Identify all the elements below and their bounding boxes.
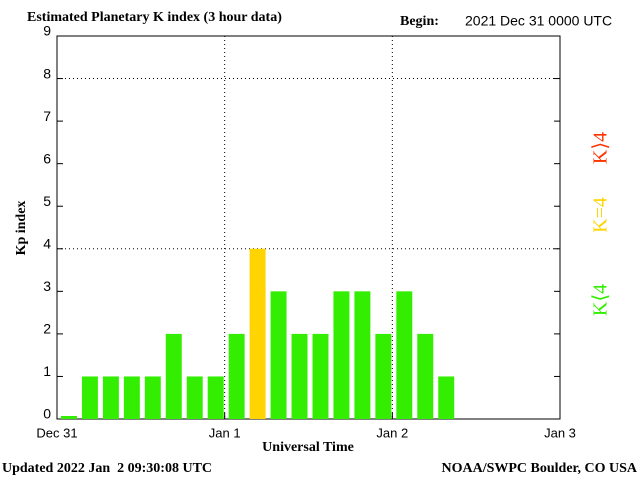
y-tick-label: 8 <box>43 65 51 81</box>
bar <box>417 333 434 419</box>
bar <box>396 291 413 419</box>
bar <box>375 333 392 419</box>
y-tick-label: 0 <box>43 406 51 422</box>
y-tick-label: 5 <box>43 193 51 209</box>
y-tick-label: 3 <box>43 278 51 294</box>
legend-entry: K⟩4 <box>590 132 612 164</box>
bar <box>61 416 77 419</box>
bar <box>249 248 266 419</box>
begin-label: Begin: <box>400 14 439 29</box>
bar <box>81 376 98 419</box>
x-axis-label: Universal Time <box>262 440 354 455</box>
bar <box>144 376 161 419</box>
y-tick-label: 9 <box>43 23 51 39</box>
bar <box>291 333 308 419</box>
x-tick-label: Dec 31 <box>36 425 77 440</box>
legend-entry: K⟨4 <box>590 284 612 316</box>
bar <box>228 333 245 419</box>
bar <box>354 291 371 419</box>
bar <box>333 291 350 419</box>
x-tick-label: Jan 2 <box>376 425 408 440</box>
bar <box>207 376 224 419</box>
bar <box>438 376 455 419</box>
y-tick-label: 7 <box>43 108 51 124</box>
bar <box>312 333 329 419</box>
x-tick-label: Jan 3 <box>544 425 576 440</box>
y-tick-label: 4 <box>43 235 51 251</box>
source-text: NOAA/SWPC Boulder, CO USA <box>441 461 637 476</box>
bar <box>165 333 182 419</box>
chart-title: Estimated Planetary K index (3 hour data… <box>27 10 282 25</box>
plot-frame <box>56 35 561 420</box>
y-tick-label: 6 <box>43 150 51 166</box>
bar <box>270 291 287 419</box>
y-tick-label: 2 <box>43 321 51 337</box>
x-tick-label: Jan 1 <box>209 425 241 440</box>
y-tick-label: 1 <box>43 363 51 379</box>
begin-value: 2021 Dec 31 0000 UTC <box>465 13 612 29</box>
y-axis-label: Kp index <box>14 201 29 256</box>
legend-entry: K=4 <box>590 197 612 233</box>
updated-text: Updated 2022 Jan 2 09:30:08 UTC <box>2 461 212 476</box>
bar <box>102 376 119 419</box>
bar <box>123 376 140 419</box>
bar <box>186 376 203 419</box>
